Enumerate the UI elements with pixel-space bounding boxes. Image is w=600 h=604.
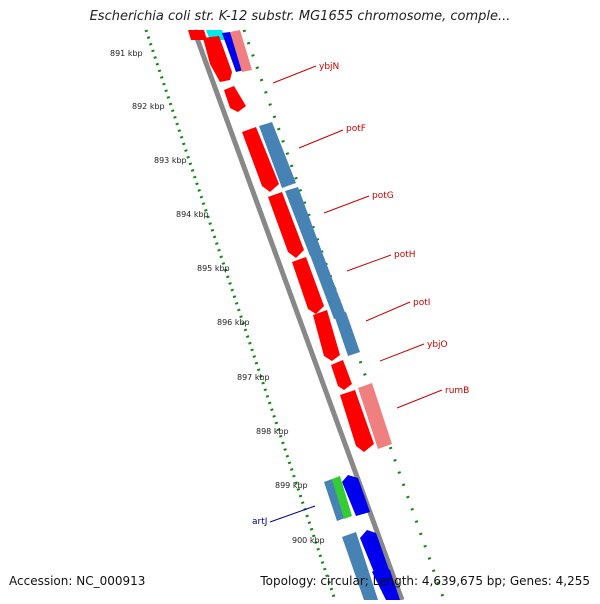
- cds-forward: [242, 127, 279, 192]
- cds-forward: [292, 257, 324, 314]
- gene-label-rumB: rumB: [445, 386, 469, 396]
- cds-forward: [188, 30, 207, 40]
- tick-label: 894 kbp: [176, 210, 209, 219]
- cds-forward: [268, 192, 304, 258]
- tick-label: 891 kbp: [110, 49, 143, 58]
- label-leader: [365, 301, 411, 322]
- cog-steel-feature: [334, 312, 360, 356]
- tick-label: 892 kbp: [132, 102, 165, 111]
- gene-label-potF: potF: [346, 124, 366, 134]
- cds-forward: [224, 86, 246, 112]
- gene-label-ybjN: ybjN: [319, 62, 339, 72]
- tick-label: 898 kbp: [256, 427, 289, 436]
- cog-steel-feature: [342, 532, 378, 600]
- cog-green-feature: [332, 476, 352, 519]
- cog-steel-feature: [259, 122, 296, 188]
- cog-steel-feature: [285, 187, 322, 256]
- cds-reverse: [222, 32, 244, 72]
- cds-forward: [331, 360, 352, 390]
- cds-forward: [313, 310, 340, 361]
- label-leader: [272, 65, 317, 84]
- cog-pink-feature: [358, 383, 392, 449]
- label-leader: [323, 195, 370, 214]
- gene-label-potH: potH: [394, 250, 416, 260]
- tick-label: 893 kbp: [154, 156, 187, 165]
- tick-ring-outer: [144, 29, 337, 601]
- label-leader: [269, 505, 316, 523]
- cds-forward: [203, 36, 232, 82]
- map-title: Escherichia coli str. K-12 substr. MG165…: [89, 9, 511, 24]
- gene-label-ybjO: ybjO: [427, 340, 448, 350]
- gene-label-potG: potG: [372, 191, 394, 201]
- tick-label: 897 kbp: [237, 373, 270, 382]
- cds-reverse: [372, 566, 400, 600]
- tick-label: 896 kbp: [217, 318, 250, 327]
- gene-label-potI: potI: [413, 298, 430, 308]
- label-leader: [379, 343, 425, 362]
- label-leader: [396, 389, 443, 409]
- accession-text: Accession: NC_000913: [9, 574, 146, 588]
- cog-pink-feature: [230, 30, 252, 72]
- label-leader: [346, 254, 392, 272]
- backbone: [191, 29, 405, 601]
- label-leader: [298, 129, 344, 149]
- cog-steel-feature: [310, 252, 346, 319]
- tick-label: 899 kbp: [275, 481, 308, 490]
- cds-forward: [340, 390, 374, 452]
- tick-label: 900 kbp: [292, 536, 325, 545]
- gene-label-artJ: artJ: [252, 517, 267, 527]
- genome-summary: Topology: circular; Length: 4,639,675 bp…: [260, 574, 590, 588]
- tick-label: 895 kbp: [197, 264, 230, 273]
- cds-reverse: [342, 475, 370, 516]
- cog-steel-feature: [324, 479, 345, 521]
